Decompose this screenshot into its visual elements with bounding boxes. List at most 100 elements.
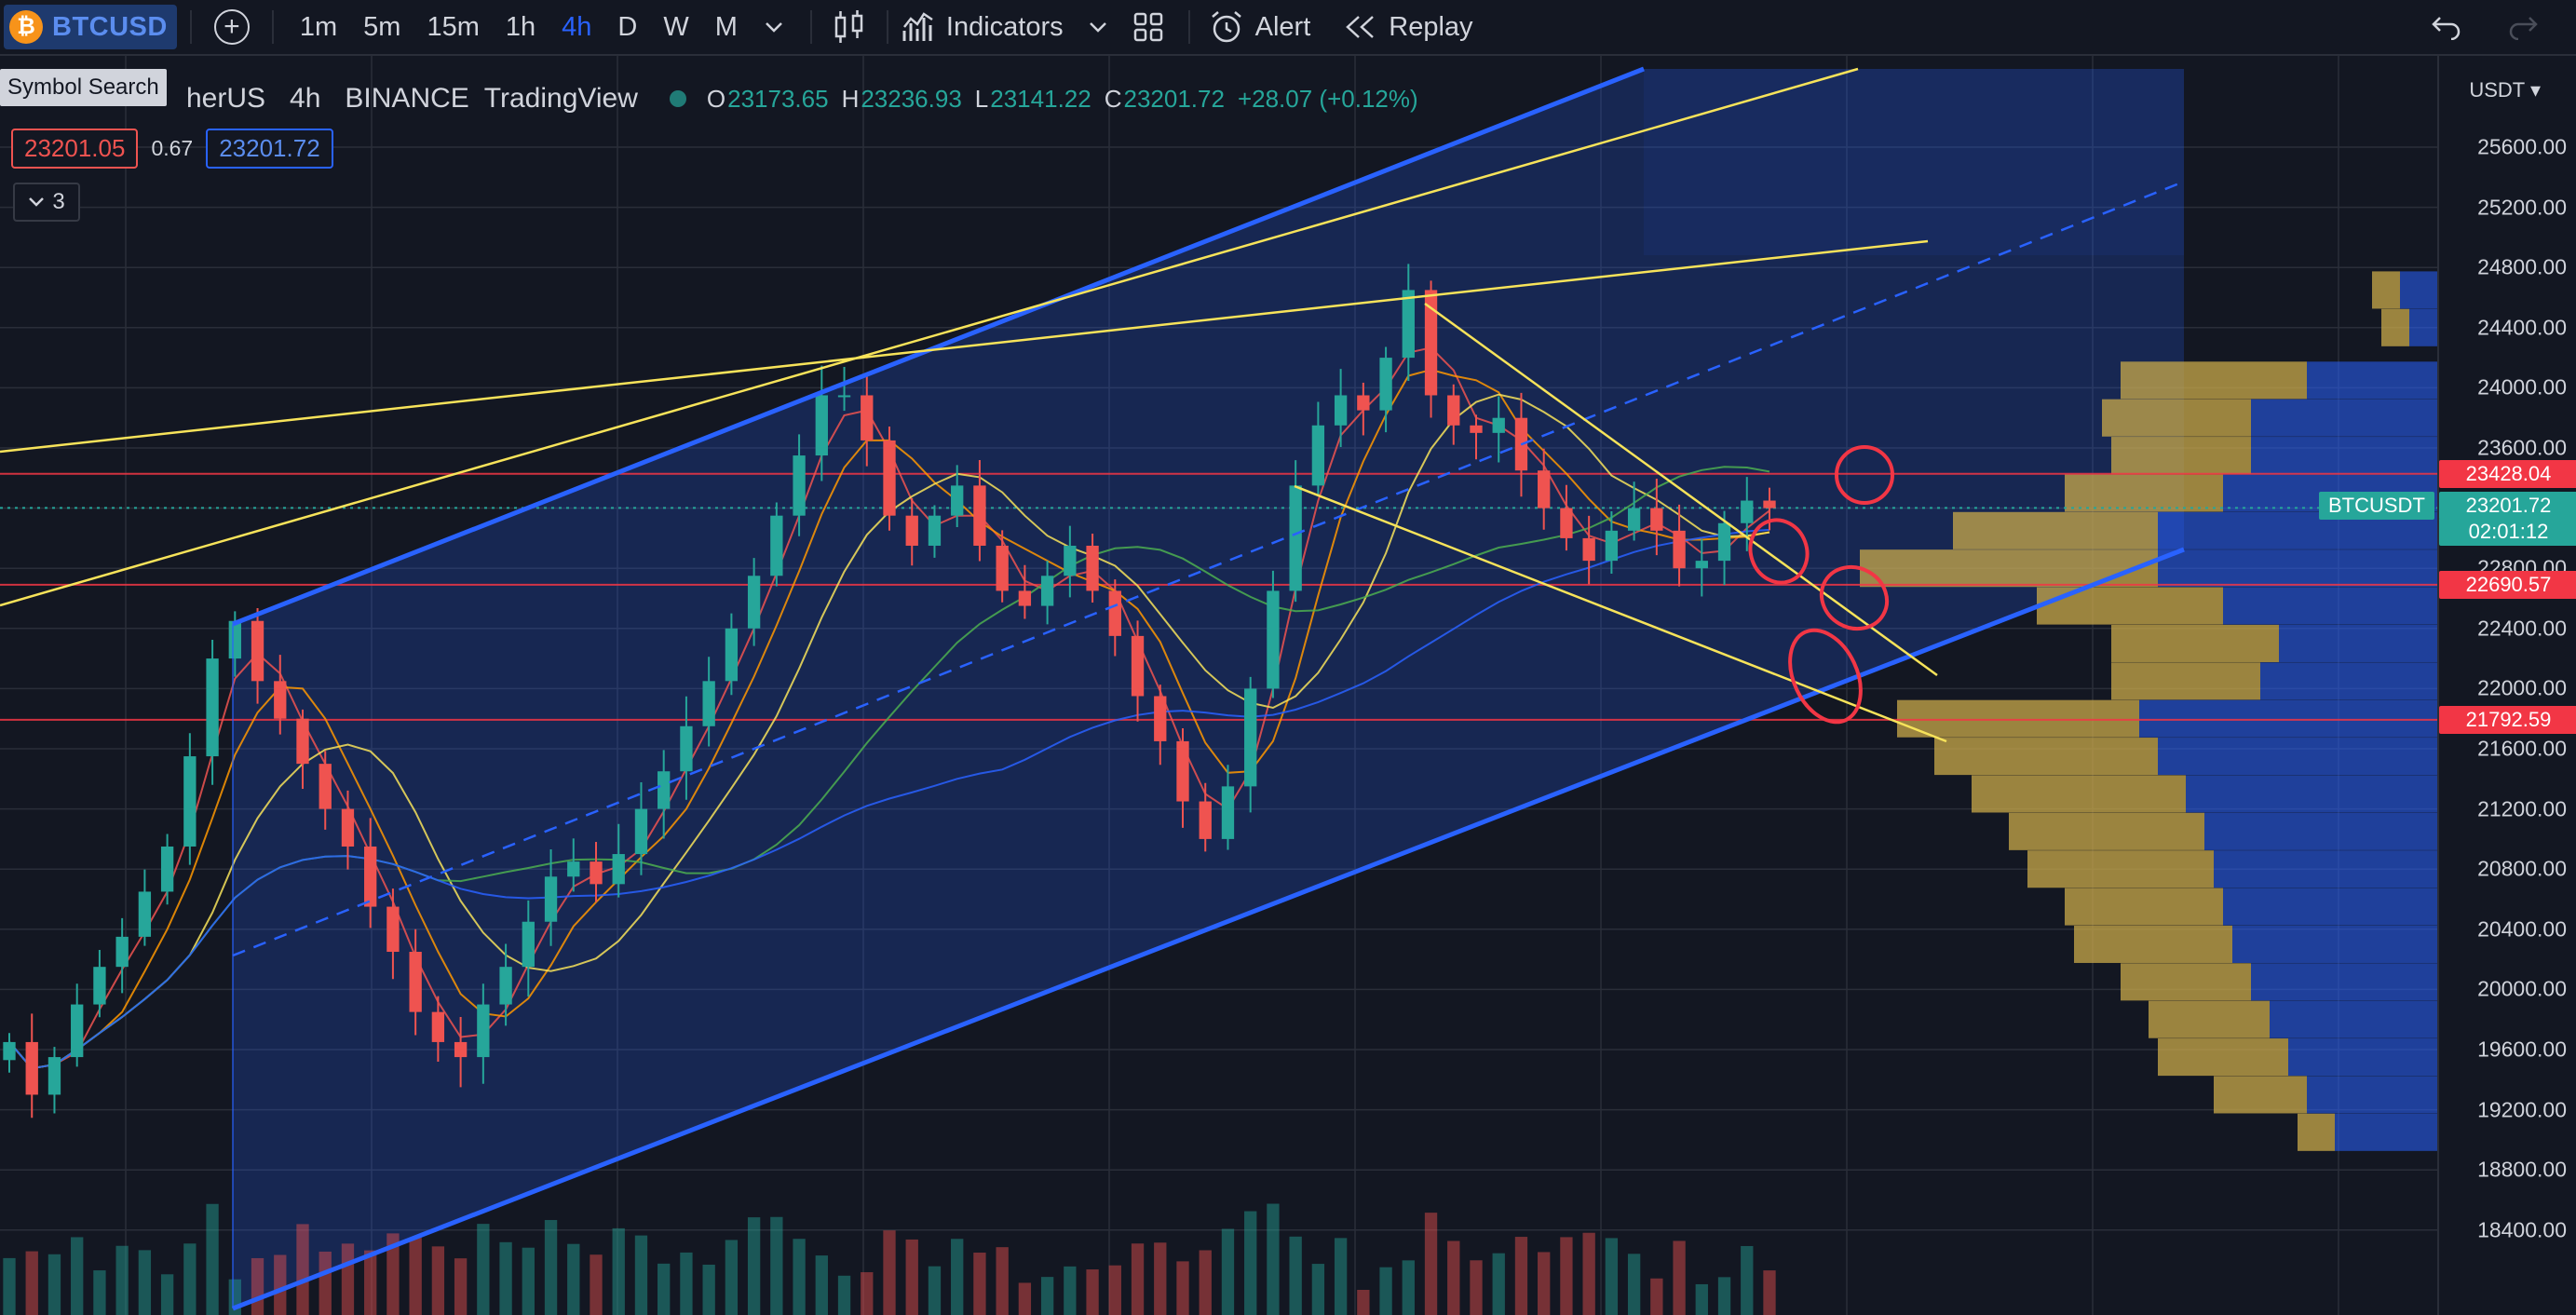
price-tag: 23201.72	[2439, 492, 2576, 521]
volume-bar	[1560, 1237, 1573, 1315]
price-label: 21600.00	[2477, 736, 2567, 761]
candle-body	[1108, 590, 1121, 636]
indicators-collapse-button[interactable]: 3	[13, 183, 80, 222]
profile-bar-up	[2214, 1076, 2307, 1114]
channel-mid-line	[232, 180, 2185, 957]
candle-body	[1311, 425, 1325, 486]
sell-price-button[interactable]: 23201.05	[11, 129, 139, 169]
interval-W[interactable]: W	[663, 11, 689, 42]
close-value: 23201.72	[1123, 84, 1225, 113]
volume-bar	[47, 1254, 61, 1315]
profile-bar-down	[2409, 308, 2437, 346]
volume-bar	[25, 1251, 38, 1315]
profile-bar-down	[2214, 850, 2437, 888]
interval-1h[interactable]: 1h	[505, 11, 536, 42]
divider	[886, 10, 888, 44]
interval-1m[interactable]: 1m	[299, 11, 338, 42]
profile-bar-up	[2102, 399, 2251, 437]
candle-body	[296, 718, 309, 765]
redo-icon[interactable]	[2507, 0, 2539, 54]
volume-bar	[386, 1233, 400, 1315]
profile-bar-down	[2400, 271, 2437, 309]
price-label: 21200.00	[2477, 796, 2567, 821]
price-label: 19600.00	[2477, 1037, 2567, 1062]
price-axis[interactable]: USDT ▾ 25600.00 25200.00 24800.00 24400.00 2…	[2437, 56, 2576, 1315]
layout-grid-icon[interactable]	[1132, 0, 1164, 54]
volume-bar	[680, 1252, 693, 1315]
alert-label: Alert	[1254, 11, 1311, 42]
candle-body	[544, 876, 558, 922]
candle-body	[1605, 530, 1619, 562]
price-label: 25600.00	[2477, 134, 2567, 159]
candle-body	[658, 771, 671, 809]
volume-bar	[409, 1237, 422, 1315]
legend-interval: 4h	[290, 83, 321, 114]
profile-bar-up	[2111, 662, 2260, 700]
profile-bar-down	[2158, 738, 2437, 776]
profile-bar-down	[2251, 963, 2437, 1001]
legend-symbol[interactable]: herUS	[186, 83, 266, 114]
candle-body	[770, 515, 783, 576]
interval-D[interactable]: D	[617, 11, 638, 42]
volume-bar	[1424, 1213, 1438, 1315]
divider	[189, 10, 192, 44]
interval-4h[interactable]: 4h	[562, 11, 592, 42]
candle-body	[115, 936, 129, 968]
candle-body	[1402, 290, 1415, 359]
volume-bar	[544, 1220, 558, 1315]
volume-bar	[1582, 1232, 1595, 1315]
top-toolbar: ₿ BTCUSD + 1m 5m 15m 1h 4h D W M Indicators Ale…	[0, 0, 2576, 56]
buy-price-button[interactable]: 23201.72	[206, 129, 333, 169]
candle-body	[1221, 786, 1235, 839]
chart-grid	[0, 56, 2437, 1315]
interval-5m[interactable]: 5m	[363, 11, 401, 42]
open-label: O	[706, 84, 726, 113]
price-label: 20000.00	[2477, 976, 2567, 1001]
intervals-chevron-down-icon[interactable]	[764, 0, 784, 54]
target-circle-2	[1748, 518, 1810, 585]
interval-15m[interactable]: 15m	[427, 11, 480, 42]
legend-exchange: BINANCE	[345, 83, 469, 114]
price-label: 24800.00	[2477, 254, 2567, 279]
indicators-chevron-down-icon[interactable]	[1088, 0, 1108, 54]
volume-bar	[1673, 1240, 1686, 1315]
alert-button[interactable]: Alert	[1209, 0, 1311, 54]
profile-bar-down	[2139, 699, 2437, 738]
candle-body	[1131, 635, 1145, 697]
candle-body	[409, 952, 422, 1012]
volume-bar	[115, 1245, 129, 1315]
symbol-search-button[interactable]: ₿ BTCUSD	[4, 5, 177, 49]
trend-line-1	[0, 67, 1859, 607]
indicators-icon	[902, 12, 933, 41]
candles-chart-type-icon[interactable]	[833, 0, 866, 54]
symbol-label: BTCUSD	[52, 11, 168, 42]
profile-bar-up	[2149, 1000, 2270, 1038]
candle-body	[634, 808, 648, 855]
volume-bar	[431, 1246, 445, 1315]
price-chart[interactable]	[0, 56, 2437, 1315]
candle-body	[1199, 801, 1212, 839]
market-status-icon	[669, 90, 686, 107]
candle-body	[1627, 508, 1641, 531]
undo-icon[interactable]	[2431, 0, 2462, 54]
candle-body	[206, 658, 219, 757]
indicators-button[interactable]: Indicators	[902, 0, 1064, 54]
interval-M[interactable]: M	[714, 11, 738, 42]
profile-bar-up	[2372, 271, 2400, 309]
price-label: 20800.00	[2477, 856, 2567, 881]
volume-bar	[1199, 1250, 1212, 1315]
candle-body	[1492, 417, 1505, 433]
volume-bar	[454, 1258, 468, 1315]
add-symbol-icon[interactable]: +	[213, 9, 250, 45]
price-label: 19200.00	[2477, 1097, 2567, 1122]
candle-body	[590, 861, 603, 885]
candle-body	[1424, 290, 1438, 396]
candle-body	[951, 485, 964, 516]
candle-body	[1447, 395, 1460, 426]
replay-button[interactable]: Replay	[1344, 0, 1473, 54]
profile-bar-up	[1953, 511, 2158, 549]
profile-bar-down	[2270, 1000, 2437, 1038]
candle-body	[793, 455, 806, 516]
volume-bar	[1018, 1282, 1032, 1315]
currency-selector[interactable]: USDT ▾	[2469, 78, 2541, 102]
